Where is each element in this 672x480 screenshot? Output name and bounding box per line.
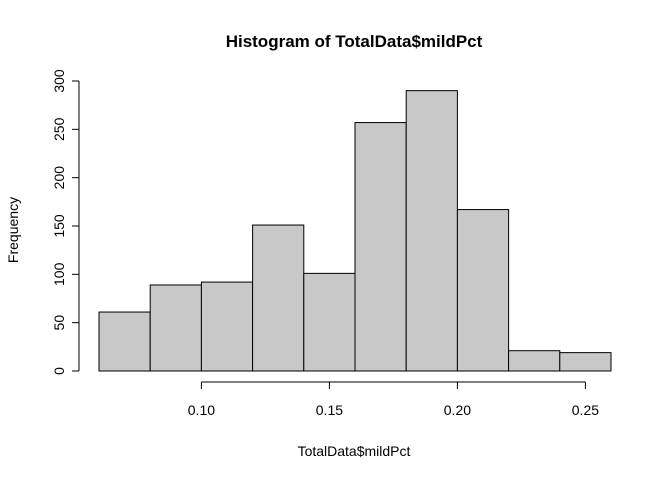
y-axis-label: Frequency <box>5 197 21 263</box>
x-axis-label: TotalData$mildPct <box>298 443 411 459</box>
histogram-bar-5 <box>303 272 356 372</box>
histogram-bar-9 <box>508 350 561 372</box>
x-tick-label: 0.25 <box>572 402 599 418</box>
y-tick-label: 150 <box>51 214 67 238</box>
chart-title: Histogram of TotalData$mildPct <box>226 32 483 51</box>
y-tick-label: 0 <box>51 367 67 375</box>
y-tick-label: 300 <box>51 69 67 93</box>
histogram-bar-8 <box>456 209 510 372</box>
histogram-bar-2 <box>149 284 202 372</box>
y-tick-label: 50 <box>51 315 67 331</box>
x-axis: 0.10 0.15 0.20 0.25 <box>188 381 599 418</box>
x-tick-label: 0.20 <box>444 402 471 418</box>
y-axis: 0 50 100 150 200 250 300 <box>51 69 80 375</box>
y-tick-label: 100 <box>51 262 67 286</box>
histogram-bar-1 <box>98 311 151 372</box>
bars-group <box>98 90 612 372</box>
histogram-bar-10 <box>559 352 612 372</box>
y-tick-label: 200 <box>51 166 67 190</box>
histogram-bar-3 <box>200 281 254 372</box>
histogram-bar-6 <box>354 122 407 372</box>
x-tick-label: 0.10 <box>188 402 215 418</box>
x-tick-label: 0.15 <box>316 402 343 418</box>
histogram-bar-7 <box>405 90 458 372</box>
histogram-bar-4 <box>252 224 305 372</box>
y-tick-label: 250 <box>51 117 67 141</box>
